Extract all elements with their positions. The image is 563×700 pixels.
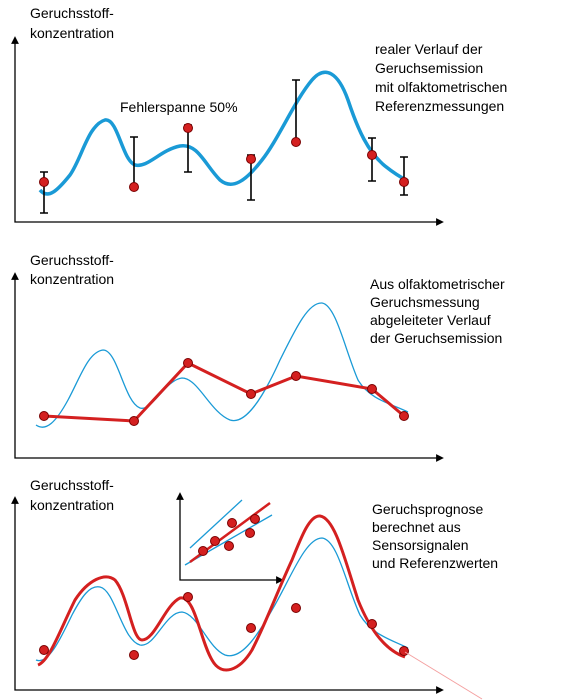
annotation: mit olfaktometrischen bbox=[375, 79, 507, 95]
annotation: und Referenzwerten bbox=[372, 555, 498, 571]
annotation: Geruchsmessung bbox=[370, 294, 480, 310]
annotation: Geruchsemission bbox=[375, 60, 483, 76]
axis-label: Geruchsstoff- bbox=[30, 252, 114, 268]
annotation: abgeleiteter Verlauf bbox=[370, 312, 491, 328]
panel-1: Geruchsstoff- konzentration realer Verla… bbox=[11, 5, 507, 226]
emission-curve bbox=[35, 302, 409, 428]
axis-label: konzentration bbox=[30, 271, 114, 287]
inset-regression bbox=[176, 492, 284, 584]
annotation: realer Verlauf der bbox=[375, 41, 483, 57]
annotation: Aus olfaktometrischer bbox=[370, 276, 505, 292]
axis-label: konzentration bbox=[30, 497, 114, 513]
measurements bbox=[39, 358, 409, 426]
annotation: Geruchsprognose bbox=[372, 501, 484, 517]
annotation: der Geruchsemission bbox=[370, 330, 502, 346]
panel-2: Geruchsstoff- konzentration Aus olfaktom… bbox=[11, 252, 505, 462]
axes bbox=[11, 36, 444, 226]
error-label: Fehlerspanne 50% bbox=[120, 99, 238, 115]
pointer-line bbox=[404, 651, 483, 700]
axis-label: Geruchsstoff- bbox=[30, 477, 114, 493]
annotation: Sensorsignalen bbox=[372, 537, 469, 553]
axis-label: Geruchsstoff- bbox=[30, 5, 114, 21]
measurements bbox=[39, 123, 409, 192]
annotation: Referenzmessungen bbox=[375, 98, 504, 114]
panel-3: Geruchsstoff- konzentration Geruchsprogn… bbox=[11, 477, 498, 700]
axes bbox=[11, 272, 444, 462]
emission-curve bbox=[35, 537, 409, 662]
forecast-curve bbox=[37, 514, 406, 672]
axis-label: konzentration bbox=[30, 25, 114, 41]
measurements bbox=[39, 592, 409, 660]
emission-curve bbox=[38, 70, 409, 196]
derived-curve bbox=[43, 361, 405, 423]
annotation: berechnet aus bbox=[372, 519, 461, 535]
axes bbox=[11, 496, 444, 694]
